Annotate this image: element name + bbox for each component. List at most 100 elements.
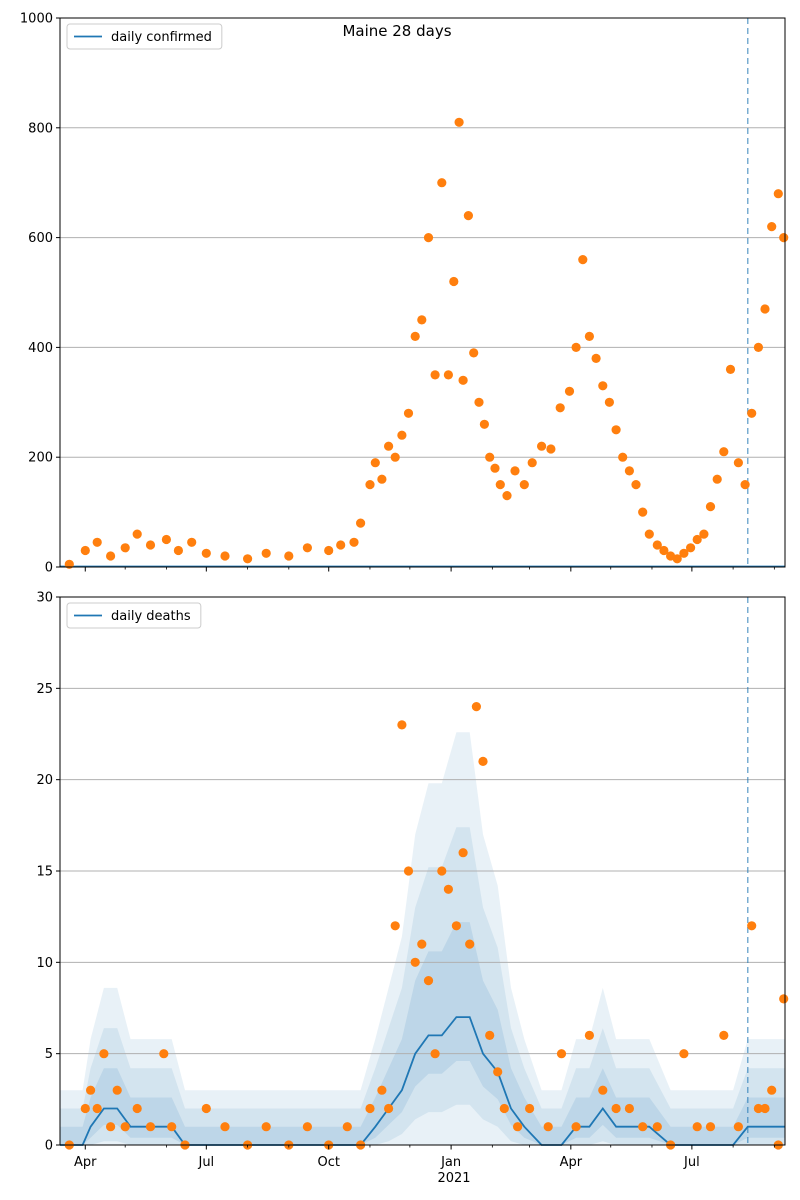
x-tick-label: Apr — [74, 1155, 97, 1170]
confirmed-observed-point — [490, 463, 500, 473]
confirmed-observed-point — [555, 403, 565, 413]
confirmed-observed-point — [349, 537, 359, 547]
deaths-observed-point — [485, 1030, 495, 1040]
x-tick-label: Apr — [560, 1155, 583, 1170]
confirmed-observed-point — [370, 458, 380, 468]
confirmed-observed-point — [591, 353, 601, 363]
deaths-observed-point — [403, 866, 414, 876]
x-tick-label: Jul — [197, 1155, 214, 1170]
confirmed-observed-point — [502, 491, 512, 501]
deaths-plot-frame — [59, 596, 786, 1146]
x-tick-label: Oct — [317, 1155, 339, 1170]
deaths-uncertainty-bands — [60, 732, 785, 1145]
confirmed-observed-point — [64, 559, 74, 569]
confirmed-observed-point — [692, 534, 702, 545]
deaths-observed-point — [167, 1122, 177, 1132]
deaths-observed-point — [410, 957, 420, 967]
deaths-observed-point — [342, 1122, 352, 1132]
deaths-observed-point — [159, 1049, 169, 1059]
confirmed-observed-point — [437, 178, 447, 188]
deaths-y-tick-label: 5 — [45, 1047, 53, 1062]
deaths-observed-point — [611, 1103, 621, 1114]
deaths-observed-point — [120, 1122, 130, 1132]
deaths-axes: 0 5 10 15 20 25 30 Apr Jul Oct Jan Apr Jul daily deat… — [36, 591, 786, 1170]
deaths-observed-point — [437, 866, 447, 876]
confirmed-observed-point — [712, 474, 722, 484]
confirmed-observed-point — [672, 554, 682, 564]
deaths-observed-point — [365, 1103, 375, 1114]
confirmed-observed-point — [740, 480, 750, 490]
confirmed-observed-point — [564, 386, 575, 396]
confirmed-observed-point — [537, 441, 547, 451]
confirmed-observed-point — [161, 534, 171, 545]
confirmed-observed-point — [410, 331, 420, 341]
deaths-observed-point — [525, 1103, 535, 1114]
deaths-observed-point — [493, 1067, 503, 1077]
deaths-observed-point — [571, 1122, 581, 1132]
deaths-observed-point — [397, 720, 407, 730]
deaths-observed-point — [430, 1049, 440, 1059]
confirmed-series — [60, 18, 789, 569]
confirmed-observed-point — [733, 458, 744, 468]
confirmed-observed-point — [686, 543, 696, 553]
confirmed-observed-point — [598, 381, 608, 391]
deaths-y-tick-label: 15 — [36, 865, 53, 880]
confirmed-observed-point — [324, 545, 334, 556]
confirmed-plot-frame — [59, 17, 786, 568]
deaths-chart-panel: 0 5 10 15 20 25 30 Apr Jul Oct Jan Apr Jul daily deat… — [36, 591, 789, 1170]
confirmed-observed-point — [403, 408, 414, 418]
confirmed-observed-point — [747, 408, 757, 418]
confirmed-observed-point — [584, 331, 595, 341]
confirmed-y-tick-label: 1000 — [20, 12, 53, 27]
confirmed-observed-point — [132, 529, 142, 539]
confirmed-observed-point — [578, 255, 588, 265]
confirmed-observed-point — [753, 342, 764, 352]
confirmed-observed-point — [624, 466, 635, 476]
deaths-observed-point — [106, 1122, 116, 1132]
confirmed-observed-point — [365, 480, 375, 490]
deaths-observed-point — [384, 1103, 394, 1114]
confirmed-legend-label: daily confirmed — [111, 30, 212, 45]
deaths-legend-box — [66, 602, 202, 629]
confirmed-observed-point — [652, 540, 662, 550]
deaths-observed-point — [417, 939, 427, 949]
deaths-observed-point — [638, 1122, 648, 1132]
deaths-observed-point — [753, 1103, 764, 1114]
deaths-observed-point — [451, 921, 461, 931]
confirmed-observed-point — [458, 375, 468, 385]
deaths-observed-point — [692, 1122, 702, 1132]
deaths-observed-point — [443, 884, 453, 894]
confirmed-observed-point — [443, 370, 453, 380]
deaths-y-tick-label: 0 — [45, 1139, 53, 1154]
deaths-observed-point — [132, 1103, 142, 1114]
deaths-observed-point — [556, 1049, 567, 1059]
deaths-observed-point — [99, 1049, 109, 1059]
deaths-observed-point — [747, 921, 757, 931]
confirmed-observed-point — [469, 348, 479, 358]
deaths-observed-point — [624, 1103, 635, 1114]
confirmed-observed-point — [659, 545, 669, 556]
confirmed-observed-point — [546, 444, 556, 454]
deaths-observed-point — [767, 1085, 777, 1095]
confirmed-observed-point — [644, 529, 654, 539]
confirmed-observed-point — [187, 537, 197, 547]
confirmed-y-tick-label: 600 — [28, 231, 53, 246]
deaths-observed-point — [201, 1103, 211, 1114]
deaths-observed-point — [779, 994, 789, 1004]
confirmed-observed-point — [356, 518, 366, 528]
confirmed-observed-point — [384, 441, 394, 451]
confirmed-observed-point — [571, 342, 581, 352]
deaths-observed-point — [86, 1085, 96, 1095]
deaths-observed-point — [471, 702, 481, 712]
confirmed-observed-point — [145, 540, 156, 550]
confirmed-observed-point — [767, 222, 777, 232]
deaths-observed-point — [302, 1122, 312, 1132]
deaths-observed-point — [220, 1122, 230, 1132]
confirmed-y-tick-label: 400 — [28, 341, 53, 356]
deaths-observed-point — [377, 1085, 387, 1095]
confirmed-observed-point — [638, 507, 648, 517]
confirmed-observed-point — [463, 211, 473, 221]
confirmed-observed-point — [679, 548, 689, 558]
deaths-observed-point — [465, 939, 475, 949]
confirmed-observed-point — [495, 480, 505, 490]
